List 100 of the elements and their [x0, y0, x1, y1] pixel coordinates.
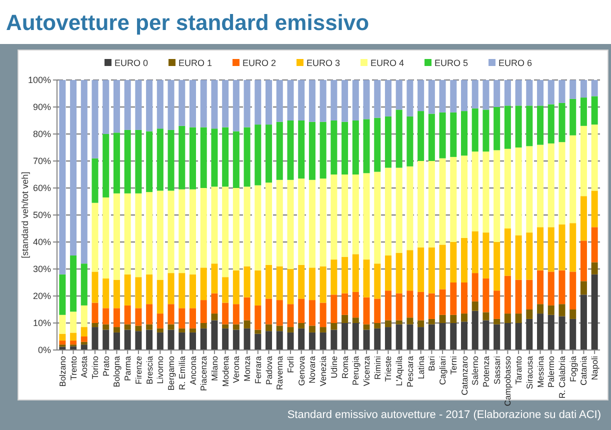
bar: [298, 328, 305, 350]
bar: [124, 193, 131, 274]
x-tick-label: Forlì: [285, 356, 296, 373]
bar: [211, 293, 218, 314]
legend-label: EURO 0: [114, 58, 148, 68]
bar: [537, 270, 544, 304]
x-tick-label: R. Calabria: [556, 356, 567, 399]
bar: [135, 193, 142, 278]
bar: [526, 310, 533, 319]
bar: [308, 332, 316, 350]
y-tick-label: 50%: [32, 210, 51, 220]
bar: [135, 277, 142, 308]
bar: [406, 318, 414, 324]
bar: [178, 332, 186, 350]
bar: [580, 98, 587, 126]
bar: [460, 111, 468, 156]
bar: [146, 80, 153, 132]
bar: [266, 324, 272, 332]
bar: [244, 320, 250, 328]
bar: [222, 324, 229, 328]
bar: [558, 102, 566, 142]
bar: [200, 323, 207, 328]
bar: [135, 326, 142, 332]
bar: [308, 268, 316, 300]
bar: [472, 152, 478, 232]
bar: [244, 80, 250, 128]
bar: [450, 112, 457, 157]
bar: [244, 186, 250, 266]
bar: [504, 276, 511, 314]
bar: [548, 143, 554, 228]
x-tick-label: Monza: [242, 356, 252, 382]
bar: [330, 260, 338, 295]
bar: [406, 250, 414, 291]
bar: [70, 80, 77, 256]
bar: [570, 310, 576, 319]
x-tick-label: Rimini: [372, 356, 382, 380]
bar: [330, 80, 338, 120]
x-tick-label: Campobasso: [502, 356, 513, 406]
x-tick-label: Padova: [264, 356, 274, 385]
bar: [113, 193, 120, 280]
bar: [580, 126, 587, 196]
bar: [472, 273, 478, 302]
bar: [418, 111, 424, 161]
bar: [232, 270, 240, 304]
bar: [418, 320, 424, 328]
bar: [342, 174, 348, 257]
bar: [482, 80, 490, 110]
bar: [232, 131, 240, 188]
bar: [482, 110, 490, 152]
bar: [363, 173, 370, 260]
bar: [450, 282, 457, 315]
x-tick-label: Bolzano: [57, 356, 68, 387]
bar: [287, 120, 294, 180]
bar: [59, 334, 66, 341]
bar: [504, 106, 511, 149]
bar: [232, 324, 240, 330]
x-tick-label: Perugia: [350, 356, 361, 386]
bar: [102, 80, 110, 134]
x-tick-label: Ferrara: [252, 356, 263, 384]
bar: [384, 80, 392, 116]
legend-label: EURO 3: [306, 58, 340, 68]
bar: [156, 328, 164, 332]
bar: [80, 342, 88, 345]
bar: [494, 80, 500, 107]
x-tick-label: Ancona: [188, 356, 198, 385]
bar: [580, 196, 587, 241]
bar: [460, 80, 468, 112]
bar: [537, 304, 544, 314]
bar: [70, 256, 77, 312]
bar: [570, 223, 576, 272]
bar: [232, 304, 240, 324]
y-tick-label: 0%: [38, 345, 51, 356]
x-tick-label: Livorno: [155, 356, 166, 384]
x-tick-label: Trento: [68, 356, 78, 380]
bar: [591, 96, 598, 125]
bar: [70, 346, 77, 350]
bar: [135, 308, 142, 326]
bar: [330, 323, 338, 330]
y-tick-label: 20%: [32, 291, 51, 302]
bar: [396, 320, 402, 324]
bar: [146, 192, 153, 274]
bar: [222, 127, 229, 187]
legend-label: EURO 5: [434, 58, 468, 68]
bar: [211, 264, 218, 294]
bar: [70, 332, 77, 341]
bar: [320, 80, 326, 122]
bar: [124, 324, 131, 330]
y-tick-label: 70%: [32, 156, 51, 166]
bar: [548, 305, 554, 315]
x-tick-label: Salerno: [470, 356, 480, 386]
bar: [232, 80, 240, 132]
bar: [504, 148, 511, 228]
bar: [439, 289, 446, 315]
bar: [342, 80, 348, 122]
bar: [428, 114, 435, 161]
bar: [515, 323, 522, 350]
bar: [200, 300, 207, 323]
bar: [548, 80, 554, 104]
bar: [266, 331, 272, 350]
bar: [178, 126, 186, 190]
